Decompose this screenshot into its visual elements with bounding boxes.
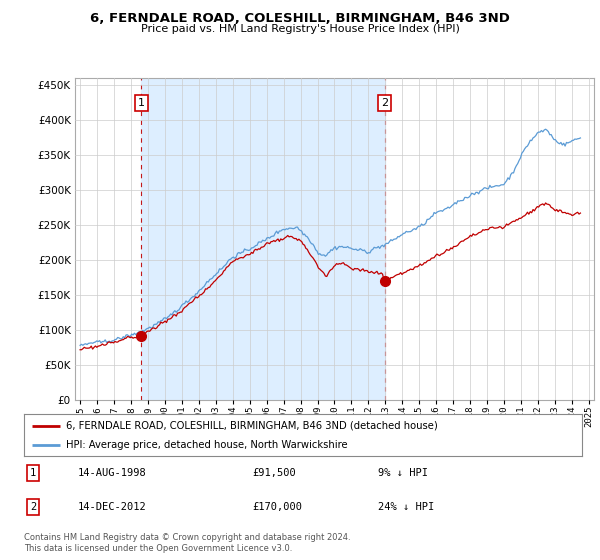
Text: 2: 2 [30, 502, 36, 512]
Text: 1: 1 [30, 468, 36, 478]
Text: 24% ↓ HPI: 24% ↓ HPI [378, 502, 434, 512]
Text: 2: 2 [381, 98, 388, 108]
Text: 6, FERNDALE ROAD, COLESHILL, BIRMINGHAM, B46 3ND: 6, FERNDALE ROAD, COLESHILL, BIRMINGHAM,… [90, 12, 510, 25]
Text: 9% ↓ HPI: 9% ↓ HPI [378, 468, 428, 478]
Text: 14-DEC-2012: 14-DEC-2012 [78, 502, 147, 512]
Text: Contains HM Land Registry data © Crown copyright and database right 2024.
This d: Contains HM Land Registry data © Crown c… [24, 533, 350, 553]
Text: 1: 1 [138, 98, 145, 108]
Text: HPI: Average price, detached house, North Warwickshire: HPI: Average price, detached house, Nort… [66, 440, 347, 450]
Text: 14-AUG-1998: 14-AUG-1998 [78, 468, 147, 478]
Bar [142, 78, 385, 400]
Text: Price paid vs. HM Land Registry's House Price Index (HPI): Price paid vs. HM Land Registry's House … [140, 24, 460, 34]
Text: £170,000: £170,000 [252, 502, 302, 512]
Text: 6, FERNDALE ROAD, COLESHILL, BIRMINGHAM, B46 3ND (detached house): 6, FERNDALE ROAD, COLESHILL, BIRMINGHAM,… [66, 421, 437, 431]
Text: £91,500: £91,500 [252, 468, 296, 478]
